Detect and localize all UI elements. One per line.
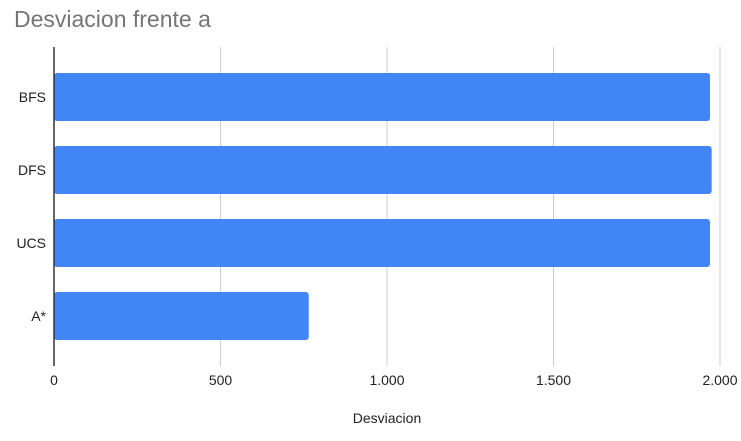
y-tick-label: UCS bbox=[16, 235, 46, 251]
bar-dfs bbox=[54, 146, 712, 194]
x-tick-label: 500 bbox=[209, 372, 233, 388]
x-axis-title: Desviacion bbox=[353, 410, 421, 426]
bar-astar bbox=[54, 292, 309, 340]
x-tick-label: 0 bbox=[50, 372, 58, 388]
bar-ucs bbox=[54, 219, 711, 267]
bar-bfs bbox=[54, 73, 711, 121]
x-tick-label: 2.000 bbox=[702, 372, 737, 388]
y-tick-label: DFS bbox=[18, 162, 46, 178]
y-tick-label: BFS bbox=[19, 89, 46, 105]
bars bbox=[54, 73, 712, 340]
y-tick-label: A* bbox=[31, 308, 46, 324]
tick-labels: BFS DFS UCS A* 0 500 1.000 1.500 2.000 bbox=[16, 89, 737, 388]
x-tick-label: 1.500 bbox=[536, 372, 571, 388]
chart-title: Desviacion frente a bbox=[14, 6, 211, 32]
x-tick-label: 1.000 bbox=[369, 372, 404, 388]
